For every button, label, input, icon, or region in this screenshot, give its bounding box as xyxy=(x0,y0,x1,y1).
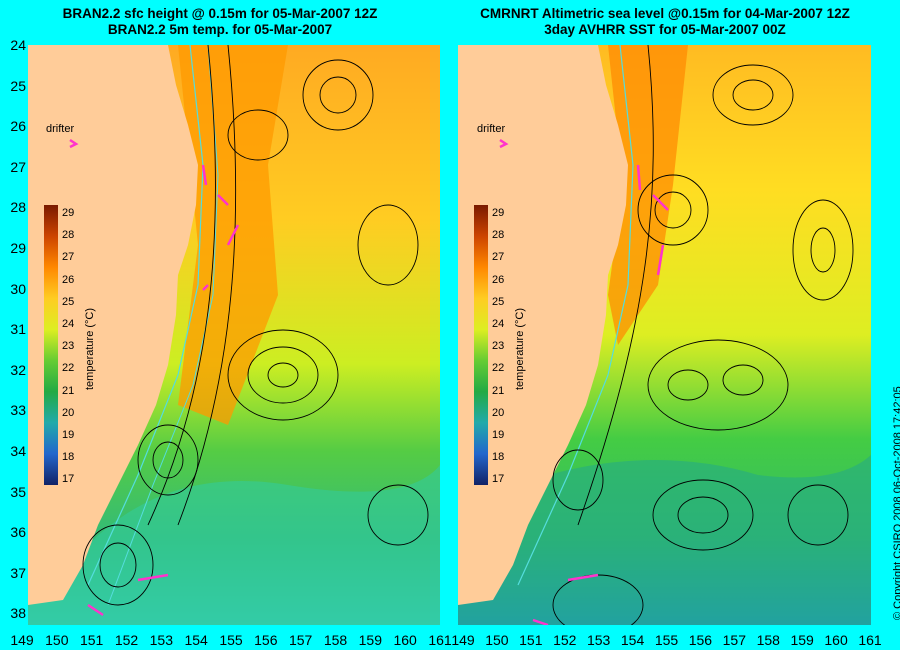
right-colorbar xyxy=(474,205,488,485)
y-tick-label: 35 xyxy=(10,483,26,500)
y-tick-label: 25 xyxy=(10,77,26,94)
right-cool-region xyxy=(458,455,871,625)
x-tick-label: 155 xyxy=(219,632,243,648)
right-title-line1: CMRNRT Altimetric sea level @0.15m for 0… xyxy=(480,6,850,21)
colorbar-tick-label: 23 xyxy=(62,340,75,353)
x-tick-label: 150 xyxy=(45,632,69,648)
right-drifter-arrows xyxy=(499,138,669,625)
x-tick-label: 152 xyxy=(114,632,139,648)
colorbar-tick-label: 23 xyxy=(492,340,505,353)
colorbar-tick-label: 17 xyxy=(62,473,75,486)
y-tick-label: 31 xyxy=(10,321,26,338)
colorbar-tick-label: 29 xyxy=(62,207,75,219)
x-tick-label: 155 xyxy=(654,632,679,648)
left-panel-title: BRAN2.2 sfc height @ 0.15m for 05-Mar-20… xyxy=(40,6,400,38)
x-tick-label: 154 xyxy=(184,632,208,648)
colorbar-tick-label: 21 xyxy=(62,384,75,397)
x-tick-label: 157 xyxy=(722,632,747,648)
colorbar-tick-label: 20 xyxy=(492,406,505,419)
right-panel-title: CMRNRT Altimetric sea level @0.15m for 0… xyxy=(455,6,875,38)
x-tick-label: 151 xyxy=(79,632,104,648)
x-tick-label: 159 xyxy=(790,632,814,648)
left-land xyxy=(28,45,198,605)
right-drifter-label: drifter xyxy=(477,123,506,135)
left-bathymetry-2 xyxy=(107,45,219,606)
colorbar-tick-label: 19 xyxy=(62,429,75,441)
colorbar-tick-label: 26 xyxy=(62,273,75,286)
x-tick-label: 153 xyxy=(586,632,611,648)
copyright-text: © Copyright CSIRO 2008 06-Oct-2008 17:42… xyxy=(892,386,900,620)
x-tick-label: 156 xyxy=(254,632,278,648)
right-land xyxy=(458,45,628,605)
y-tick-label: 29 xyxy=(10,240,26,256)
x-tick-label: 152 xyxy=(553,632,577,648)
left-drifter-arrows xyxy=(69,138,240,617)
y-tick-label: 36 xyxy=(10,524,26,541)
colorbar-tick-label: 20 xyxy=(62,406,75,419)
colorbar-tick-label: 29 xyxy=(492,207,505,219)
colorbar-tick-label: 26 xyxy=(492,273,505,286)
y-tick-label: 24 xyxy=(10,37,26,53)
colorbar-tick-label: 25 xyxy=(492,295,505,308)
colorbar-tick-label: 18 xyxy=(62,451,75,464)
left-map-svg xyxy=(28,45,440,625)
left-contours xyxy=(82,45,429,606)
x-tick-label: 150 xyxy=(485,632,509,648)
left-colorbar xyxy=(44,205,58,485)
colorbar-tick-label: 28 xyxy=(492,229,505,242)
colorbar-tick-label: 17 xyxy=(492,473,505,486)
colorbar-tick-label: 27 xyxy=(62,251,75,264)
x-tick-label: 149 xyxy=(10,632,34,648)
left-map-panel xyxy=(28,45,440,625)
left-drifter-label: drifter xyxy=(46,123,75,135)
left-title-line1: BRAN2.2 sfc height @ 0.15m for 05-Mar-20… xyxy=(62,6,378,21)
colorbar-tick-label: 24 xyxy=(492,318,505,330)
x-tick-label: 160 xyxy=(393,632,417,648)
colorbar-tick-label: 22 xyxy=(62,362,75,375)
colorbar-tick-label: 25 xyxy=(62,295,75,308)
y-tick-label: 30 xyxy=(10,280,26,297)
colorbar-tick-label: 27 xyxy=(492,251,505,264)
y-tick-label: 37 xyxy=(10,564,26,581)
y-tick-label: 38 xyxy=(10,605,26,622)
right-map-panel xyxy=(458,45,871,625)
colorbar-tick-label: 18 xyxy=(492,451,505,464)
x-tick-label: 161 xyxy=(428,632,452,648)
x-tick-label: 159 xyxy=(358,632,383,648)
colorbar-tick-label: 24 xyxy=(62,318,75,330)
x-tick-label: 151 xyxy=(519,632,543,648)
x-tick-label: 158 xyxy=(323,632,348,648)
x-tick-label: 154 xyxy=(620,632,645,648)
y-tick-label: 28 xyxy=(10,199,26,216)
left-title-line2: BRAN2.2 5m temp. for 05-Mar-2007 xyxy=(107,22,333,37)
left-cool-eddy xyxy=(28,465,440,625)
x-tick-label: 161 xyxy=(858,632,882,648)
right-map-svg xyxy=(458,45,871,625)
colorbar-tick-label: 22 xyxy=(492,362,505,375)
colorbar-tick-label: 28 xyxy=(62,229,75,242)
x-tick-label: 157 xyxy=(288,632,313,648)
y-tick-label: 32 xyxy=(10,361,26,378)
x-tick-label: 160 xyxy=(824,632,848,648)
colorbar-tick-label: 19 xyxy=(492,429,505,441)
y-tick-label: 34 xyxy=(10,443,26,459)
left-colorbar-label: temperature (°C) xyxy=(84,307,96,390)
y-tick-label: 33 xyxy=(10,402,26,419)
right-colorbar-label: temperature (°C) xyxy=(514,307,526,390)
colorbar-tick-label: 21 xyxy=(492,384,505,397)
right-contours xyxy=(552,45,854,625)
x-tick-label: 156 xyxy=(688,632,713,648)
x-tick-label: 158 xyxy=(756,632,780,648)
right-bathymetry xyxy=(517,45,634,586)
y-tick-label: 26 xyxy=(10,118,26,135)
x-tick-label: 149 xyxy=(451,632,475,648)
x-tick-label: 153 xyxy=(149,632,174,648)
right-title-line2: 3day AVHRR SST for 05-Mar-2007 00Z xyxy=(544,22,786,37)
left-bathymetry xyxy=(87,45,204,586)
y-tick-label: 27 xyxy=(10,158,26,175)
